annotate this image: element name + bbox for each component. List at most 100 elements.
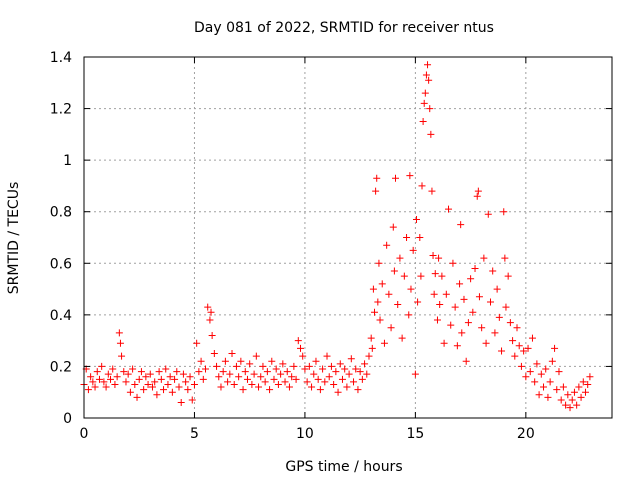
data-point — [522, 373, 530, 381]
data-point — [162, 365, 170, 373]
data-point — [469, 308, 477, 316]
data-point — [274, 380, 282, 388]
data-point — [433, 316, 441, 324]
data-point — [84, 386, 92, 394]
y-tick-label: 0.4 — [50, 308, 72, 324]
data-point — [356, 368, 364, 376]
data-point — [131, 380, 139, 388]
data-point — [221, 357, 229, 365]
y-tick-labels: 0 0.2 0.4 0.6 0.8 1 1.2 1.4 — [50, 50, 72, 427]
data-point — [237, 357, 245, 365]
data-point — [389, 223, 397, 231]
data-point — [334, 388, 342, 396]
data-point — [456, 280, 464, 288]
data-point — [380, 339, 388, 347]
data-point — [330, 380, 338, 388]
data-point — [405, 311, 413, 319]
data-point — [429, 252, 437, 260]
data-point — [442, 290, 450, 298]
y-tick-label: 0.8 — [50, 205, 72, 221]
data-point — [210, 350, 218, 358]
data-point — [406, 172, 414, 180]
data-point — [332, 368, 340, 376]
data-point — [297, 344, 305, 352]
data-point — [504, 272, 512, 280]
data-point — [109, 365, 117, 373]
data-point — [570, 388, 578, 396]
data-point — [177, 399, 185, 407]
y-tick-label: 0 — [63, 411, 72, 427]
data-point — [546, 378, 554, 386]
data-point — [208, 331, 216, 339]
data-point — [288, 373, 296, 381]
data-point — [129, 365, 137, 373]
data-point — [305, 362, 313, 370]
data-point — [115, 329, 123, 337]
data-point — [146, 370, 154, 378]
data-point — [424, 61, 432, 69]
data-point — [102, 383, 110, 391]
data-point — [160, 386, 168, 394]
data-point — [308, 383, 316, 391]
data-point — [577, 393, 585, 401]
data-point — [89, 378, 97, 386]
y-tick-label: 0.2 — [50, 359, 72, 375]
data-point — [557, 396, 565, 404]
data-point — [252, 352, 260, 360]
data-point — [517, 362, 525, 370]
data-point — [493, 285, 501, 293]
data-point — [365, 352, 373, 360]
data-point — [104, 370, 112, 378]
data-point — [226, 370, 234, 378]
data-point — [511, 352, 519, 360]
data-point — [475, 293, 483, 301]
data-point — [586, 373, 594, 381]
data-point — [358, 375, 366, 383]
data-point — [257, 373, 265, 381]
data-point — [347, 355, 355, 363]
data-point — [373, 174, 381, 182]
data-point — [299, 352, 307, 360]
data-point — [367, 334, 375, 342]
data-point — [387, 324, 395, 332]
data-point — [319, 365, 327, 373]
data-point — [142, 373, 150, 381]
data-point — [378, 280, 386, 288]
data-point — [520, 347, 528, 355]
data-point — [416, 234, 424, 241]
data-point — [474, 187, 482, 195]
data-point — [338, 375, 346, 383]
data-point — [164, 380, 172, 388]
data-point — [502, 303, 510, 311]
data-point — [190, 380, 198, 388]
data-point — [412, 215, 420, 223]
data-point — [460, 295, 468, 303]
data-point — [447, 321, 455, 329]
data-point — [451, 303, 459, 311]
data-point — [564, 391, 572, 399]
data-point — [272, 365, 280, 373]
data-point — [182, 378, 190, 386]
data-point — [458, 329, 466, 337]
data-point — [414, 298, 422, 306]
data-point — [426, 105, 434, 113]
data-point — [542, 365, 550, 373]
data-point — [368, 344, 376, 352]
data-point — [135, 375, 143, 383]
data-point — [294, 337, 302, 345]
data-point — [285, 383, 293, 391]
data-point — [453, 342, 461, 350]
data-point — [341, 365, 349, 373]
data-point — [390, 267, 398, 275]
data-point — [568, 396, 576, 404]
data-point — [157, 375, 165, 383]
data-point — [436, 301, 444, 309]
data-point — [422, 71, 430, 79]
data-point — [197, 357, 205, 365]
data-point — [314, 375, 322, 383]
data-point — [126, 388, 134, 396]
data-point — [420, 99, 428, 107]
data-point — [155, 368, 163, 376]
data-point — [277, 370, 285, 378]
data-point — [266, 386, 274, 394]
